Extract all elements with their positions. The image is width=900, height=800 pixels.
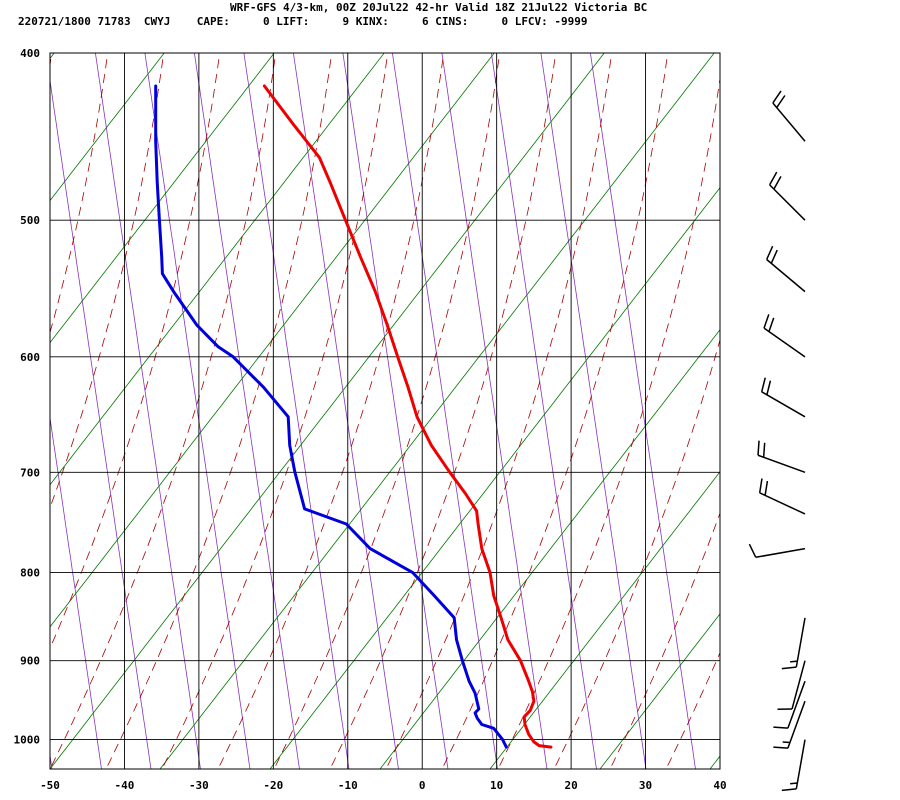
wind-barb <box>773 680 806 729</box>
purple-ref-line <box>441 53 548 769</box>
series-layer <box>154 84 553 749</box>
moist-adiabat <box>553 338 720 769</box>
purple-ref-line <box>391 53 498 769</box>
moist-adiabat <box>609 511 720 769</box>
purple-ref-line <box>50 415 102 769</box>
y-tick-label: 900 <box>20 655 40 668</box>
temperature-line <box>262 84 553 749</box>
y-tick-label: 1000 <box>14 734 41 747</box>
y-tick-label: 400 <box>20 47 40 60</box>
dry-adiabat <box>50 53 385 486</box>
dry-adiabat <box>709 755 720 769</box>
plot-frame <box>49 52 721 770</box>
wind-barb <box>777 660 806 710</box>
y-tick-label: 500 <box>20 214 40 227</box>
dry-adiabat <box>599 613 720 769</box>
grid <box>49 52 721 769</box>
x-tick-label: 20 <box>564 779 577 792</box>
wind-barb <box>773 700 806 749</box>
wind-barbs <box>748 90 806 792</box>
y-tick-label: 600 <box>20 351 40 364</box>
purple-ref-line <box>342 53 449 769</box>
moist-adiabat <box>50 53 221 650</box>
x-tick-label: 40 <box>713 779 726 792</box>
chart-title: WRF-GFS 4/3-km, 00Z 20Jul22 42-hr Valid … <box>230 1 648 14</box>
purple-ref-line <box>193 53 300 769</box>
purple-ref-line <box>540 53 647 769</box>
wind-barb <box>766 245 806 293</box>
purple-ref-line <box>589 53 696 769</box>
dry-adiabat <box>379 329 720 769</box>
x-tick-label: 0 <box>419 779 426 792</box>
x-tick-label: -50 <box>40 779 60 792</box>
moist-adiabat <box>0 15 1 784</box>
moist-adiabat <box>665 651 720 769</box>
wind-barb <box>781 617 806 670</box>
dry-adiabat <box>50 53 55 60</box>
dry-adiabat <box>50 53 605 769</box>
wind-barb <box>760 377 806 418</box>
x-tick-label: 30 <box>639 779 652 792</box>
moist-adiabat <box>50 53 53 68</box>
x-tick-label: -30 <box>189 779 209 792</box>
purple-ref-line <box>50 78 152 769</box>
moist-adiabat <box>50 53 165 509</box>
x-tick-label: -10 <box>338 779 358 792</box>
wind-barb <box>748 543 806 559</box>
moist-adiabat <box>273 53 501 769</box>
moist-adiabat <box>329 53 557 769</box>
dry-adiabat <box>50 53 275 344</box>
moist-adiabat <box>161 53 389 769</box>
moist-adiabat <box>385 53 613 769</box>
dry-adiabat <box>50 53 495 628</box>
y-tick-label: 800 <box>20 566 40 579</box>
x-tick-label: -40 <box>115 779 135 792</box>
x-tick-label: -20 <box>263 779 283 792</box>
tick-labels: -50 -40 -30 -20 -10 0 10 20 30 40 400 500 600 700 800 9… <box>14 47 727 792</box>
wind-barb <box>772 90 806 142</box>
wind-barb <box>758 478 806 515</box>
purple-ref-line <box>50 752 53 769</box>
chart-header: WRF-GFS 4/3-km, 00Z 20Jul22 42-hr Valid … <box>0 0 900 32</box>
moist-adiabat <box>50 53 109 335</box>
y-tick-label: 700 <box>20 466 40 479</box>
plot-border <box>49 52 721 770</box>
moist-adiabat <box>50 53 277 769</box>
moist-adiabat <box>441 53 669 769</box>
background-lines <box>0 15 900 784</box>
dry-adiabat <box>809 15 900 784</box>
wind-barb <box>763 314 806 358</box>
x-tick-label: 10 <box>490 779 503 792</box>
dry-adiabat <box>489 471 720 769</box>
moist-adiabat <box>497 76 720 769</box>
wind-barb <box>768 171 806 221</box>
purple-ref-line <box>292 53 399 769</box>
wind-barb <box>757 440 806 474</box>
dry-adiabat <box>269 187 720 769</box>
purple-ref-line <box>144 53 251 769</box>
purple-ref-line <box>490 53 597 769</box>
dewpoint-line <box>154 84 508 749</box>
purple-ref-line <box>243 53 350 769</box>
dry-adiabat <box>159 53 715 769</box>
sounding-info: 220721/1800 71783 CWYJ CAPE: 0 LIFT: 9 K… <box>18 15 588 28</box>
wind-barb <box>781 739 806 792</box>
purple-ref-line <box>94 53 201 769</box>
moist-adiabat <box>105 53 333 769</box>
moist-adiabat <box>217 53 445 769</box>
